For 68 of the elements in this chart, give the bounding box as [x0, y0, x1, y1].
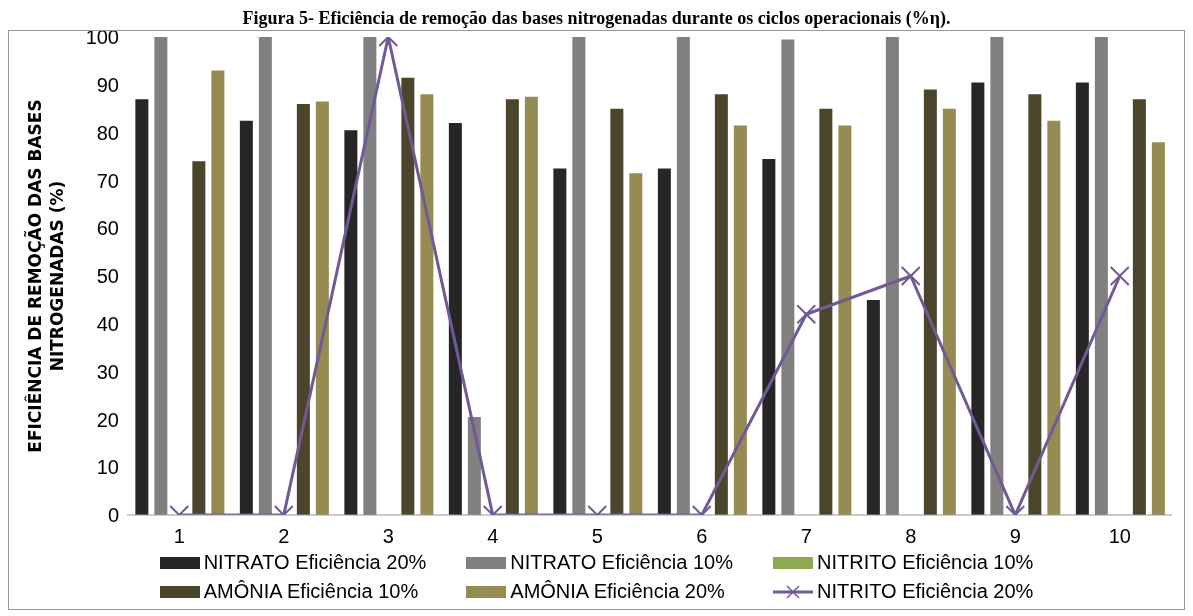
x-tick-label: 5: [591, 525, 603, 548]
x-tick-label: 8: [905, 525, 917, 548]
bar: [154, 37, 168, 515]
bar: [344, 130, 358, 515]
x-tick-label: 3: [382, 525, 394, 548]
chart-title: Figura 5- Eficiência de remoção das bases nitrogenadas durante os ciclos operacionais (%η).: [242, 8, 951, 28]
y-tick-label: 0: [107, 504, 119, 527]
bar: [553, 168, 567, 515]
bar: [990, 37, 1004, 515]
bar: [1151, 142, 1165, 515]
legend-label: NITRITO Eficiência 10%: [816, 551, 1034, 574]
bar: [211, 70, 225, 515]
bar: [819, 108, 833, 515]
bar: [296, 103, 310, 515]
bar: [524, 96, 538, 515]
bar: [192, 161, 206, 515]
bar: [676, 37, 690, 515]
y-tick-label: 70: [96, 169, 119, 192]
bar: [657, 168, 671, 515]
bar: [714, 94, 728, 515]
bar: [885, 37, 899, 515]
x-tick-label: 1: [173, 525, 185, 548]
bar: [781, 39, 795, 515]
bar: [239, 120, 253, 515]
bar: [401, 77, 415, 515]
y-tick-label: 10: [96, 456, 119, 479]
x-tick-label: 7: [800, 525, 812, 548]
bar: [733, 125, 747, 515]
bar: [505, 99, 519, 515]
bar: [448, 123, 462, 515]
bar: [1132, 99, 1146, 515]
x-tick-label: 2: [278, 525, 290, 548]
bar: [363, 37, 377, 515]
y-tick-label: 90: [96, 73, 119, 96]
bar: [866, 299, 880, 515]
y-tick-label: 50: [96, 265, 119, 288]
y-tick-label: 100: [85, 26, 119, 49]
bar: [838, 125, 852, 515]
bar: [610, 108, 624, 515]
legend-label: NITRATO Eficiência 10%: [510, 551, 733, 574]
bar: [1028, 94, 1042, 515]
legend-label: AMÔNIA Eficiência 20%: [510, 580, 725, 603]
x-tick-label: 4: [487, 525, 499, 548]
bar: [762, 158, 776, 515]
bar: [971, 82, 985, 515]
legend-label: AMÔNIA Eficiência 10%: [203, 580, 419, 603]
legend-label: NITRITO Eficiência 20%: [816, 580, 1034, 603]
bar: [1075, 82, 1089, 515]
x-tick-label: 9: [1009, 525, 1021, 548]
legend-label: NITRATO Eficiência 20%: [203, 551, 427, 574]
bar: [942, 108, 956, 515]
x-tick-label: 6: [696, 525, 708, 548]
bar: [1047, 120, 1061, 515]
bar: [135, 99, 149, 515]
y-tick-label: 20: [96, 408, 119, 431]
bar: [629, 173, 643, 515]
bar: [315, 101, 329, 515]
bar: [923, 89, 937, 515]
bar: [420, 94, 434, 515]
x-tick-label: 10: [1108, 525, 1131, 548]
y-tick-label: 40: [96, 312, 119, 335]
bar: [1094, 37, 1108, 515]
bar: [258, 37, 272, 515]
bar: [572, 37, 586, 515]
y-tick-label: 30: [96, 360, 119, 383]
y-axis-title: EFICIÊNCIA DE REMOÇÃO DAS BASES NITROGENADAS (%): [24, 98, 68, 455]
y-tick-label: 60: [96, 217, 119, 240]
y-tick-label: 80: [96, 121, 119, 144]
